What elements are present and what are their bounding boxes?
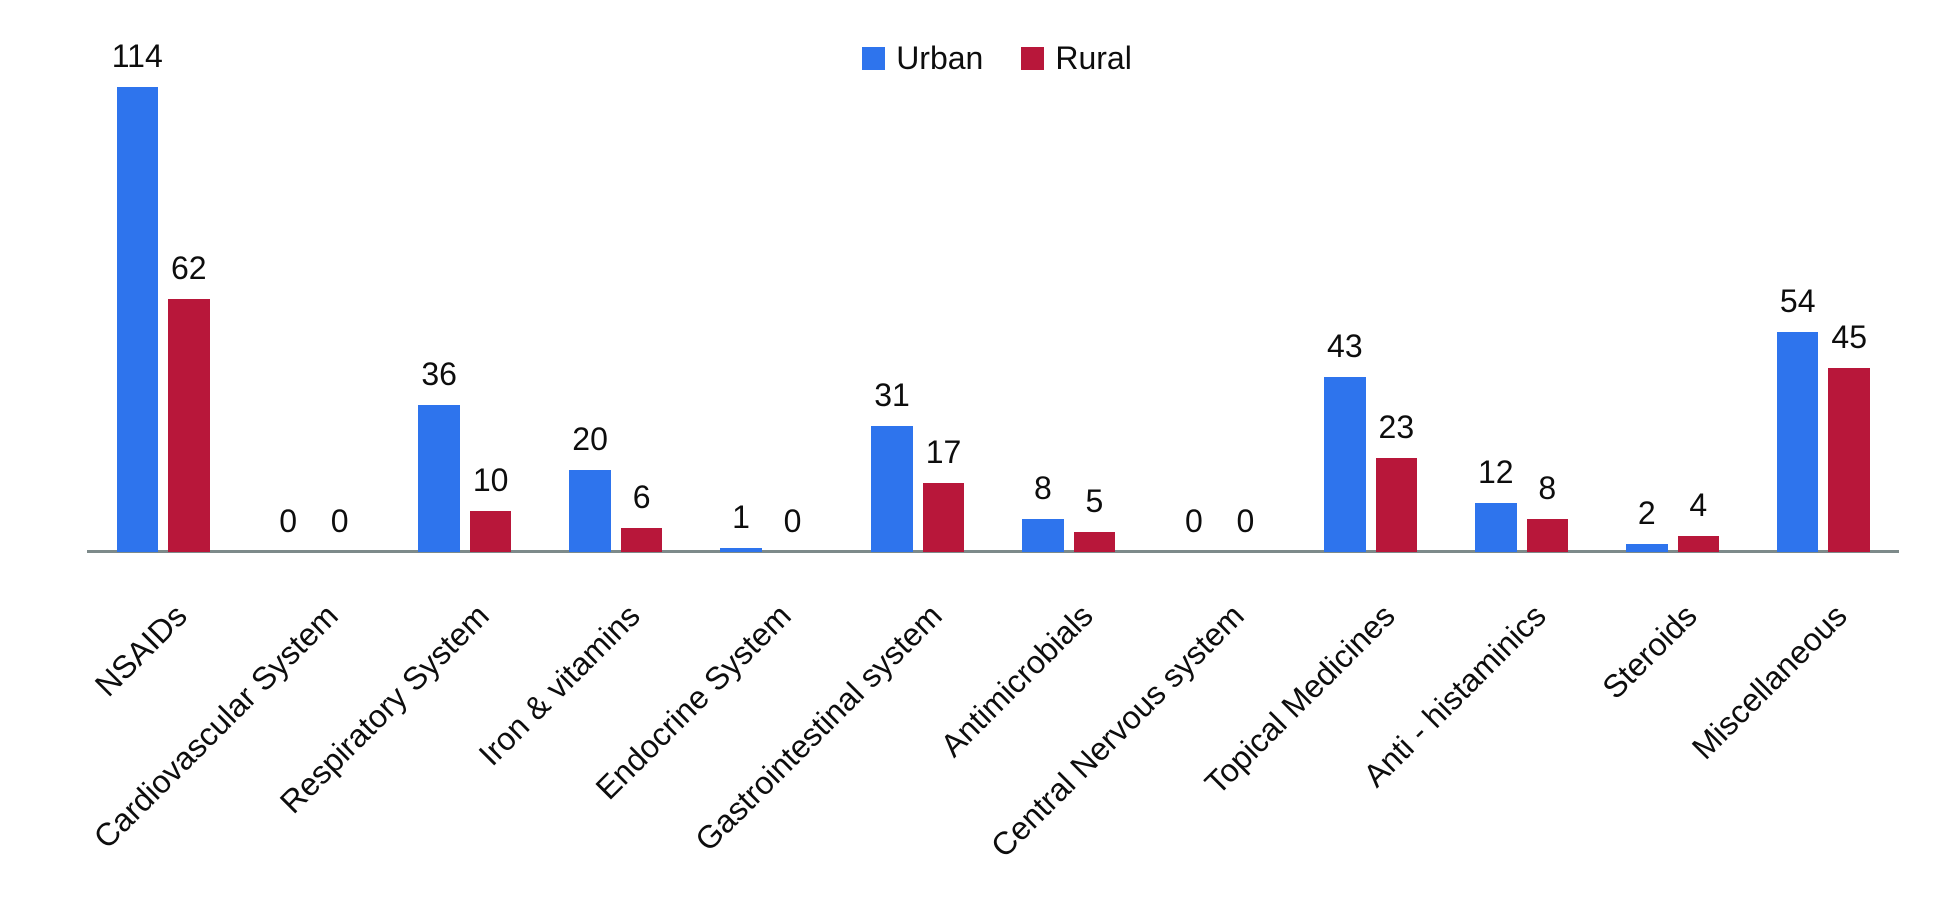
category-label-2: Cardiovascular System bbox=[86, 597, 345, 856]
value-label-urban-5: 1 bbox=[732, 498, 750, 535]
value-label-rural-4: 6 bbox=[632, 478, 651, 515]
bar-urban-12 bbox=[1776, 331, 1819, 552]
category-label-4: Iron & vitamins bbox=[471, 597, 647, 773]
value-label-urban-6: 31 bbox=[874, 376, 910, 413]
value-label-rural-8: 0 bbox=[1236, 503, 1255, 539]
category-label-12: Miscellaneous bbox=[1685, 597, 1855, 767]
value-label-rural-6: 17 bbox=[925, 433, 962, 470]
bar-urban-7 bbox=[1022, 519, 1064, 552]
value-label-rural-9: 23 bbox=[1378, 409, 1415, 446]
value-label-rural-1: 62 bbox=[170, 250, 207, 287]
category-label-11: Steroids bbox=[1594, 597, 1704, 706]
value-label-urban-2: 0 bbox=[279, 503, 298, 539]
bar-rural-12 bbox=[1828, 368, 1870, 552]
category-label-7: Antimicrobials bbox=[933, 597, 1100, 764]
legend-swatch-urban bbox=[862, 46, 886, 70]
legend-label: Urban bbox=[896, 40, 984, 76]
bar-urban-6 bbox=[871, 425, 913, 552]
category-label-8: Central Nervous system bbox=[983, 597, 1251, 865]
bar-rural-4 bbox=[620, 527, 663, 552]
value-label-rural-7: 5 bbox=[1085, 482, 1104, 519]
bar-rural-10 bbox=[1526, 519, 1569, 552]
category-label-6: Gastrointestinal system bbox=[687, 597, 949, 858]
bar-rural-11 bbox=[1677, 535, 1719, 552]
value-label-urban-4: 20 bbox=[572, 421, 608, 458]
value-label-rural-12: 45 bbox=[1831, 319, 1867, 356]
chart-legend: Urban Rural bbox=[27, 42, 1940, 74]
value-label-rural-11: 4 bbox=[1689, 486, 1708, 523]
legend-item-urban: Urban bbox=[862, 42, 983, 74]
legend-item-rural: Rural bbox=[1021, 40, 1132, 76]
bar-urban-1 bbox=[116, 87, 158, 552]
bar-rural-6 bbox=[922, 482, 965, 552]
bar-urban-10 bbox=[1475, 503, 1517, 552]
bar-urban-9 bbox=[1324, 376, 1366, 552]
value-label-rural-2: 0 bbox=[330, 503, 349, 539]
value-label-urban-10: 12 bbox=[1478, 454, 1514, 491]
value-label-urban-3: 36 bbox=[421, 356, 457, 393]
x-axis-line bbox=[87, 550, 1899, 553]
legend-label: Rural bbox=[1055, 40, 1132, 76]
bar-urban-4 bbox=[569, 470, 611, 552]
category-label-1: NSAIDs bbox=[87, 597, 194, 704]
value-label-rural-5: 0 bbox=[783, 503, 802, 539]
value-label-urban-11: 2 bbox=[1637, 494, 1656, 531]
bar-urban-3 bbox=[418, 405, 460, 552]
bar-rural-7 bbox=[1073, 531, 1116, 552]
bar-rural-9 bbox=[1375, 458, 1418, 552]
value-label-urban-1: 114 bbox=[111, 38, 163, 74]
value-label-rural-3: 10 bbox=[472, 462, 509, 499]
value-label-urban-8: 0 bbox=[1184, 503, 1203, 539]
legend-swatch-rural bbox=[1021, 46, 1045, 70]
bar-urban-11 bbox=[1626, 543, 1668, 552]
value-label-urban-9: 43 bbox=[1327, 327, 1363, 364]
bar-rural-3 bbox=[469, 511, 512, 552]
value-label-urban-7: 8 bbox=[1034, 470, 1052, 507]
value-label-rural-10: 8 bbox=[1538, 470, 1557, 507]
bar-rural-1 bbox=[168, 299, 210, 552]
value-label-urban-12: 54 bbox=[1779, 282, 1816, 319]
bar-urban-5 bbox=[720, 547, 762, 552]
